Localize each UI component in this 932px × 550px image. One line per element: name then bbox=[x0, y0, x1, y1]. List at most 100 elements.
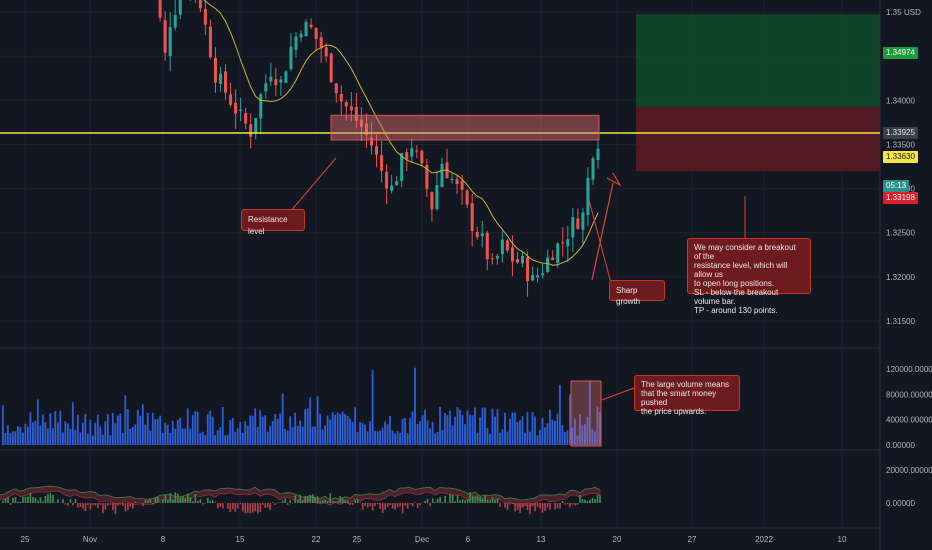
volume-bar bbox=[149, 430, 152, 445]
volume-bar bbox=[534, 416, 536, 445]
histogram-bar bbox=[489, 500, 491, 503]
histogram-bar bbox=[461, 499, 464, 503]
histogram-bar bbox=[169, 492, 172, 503]
volume-bar bbox=[334, 414, 337, 445]
date-tick-label: 27 bbox=[688, 535, 697, 544]
histogram-bar bbox=[269, 503, 272, 511]
histogram-bar bbox=[399, 503, 401, 507]
histogram-bar bbox=[511, 503, 514, 504]
histogram-bar bbox=[389, 503, 391, 505]
histogram-bar bbox=[37, 500, 39, 503]
histogram-bar bbox=[167, 499, 169, 503]
histogram-bar bbox=[132, 503, 134, 509]
histogram-bar bbox=[87, 503, 89, 506]
volume-bar bbox=[289, 416, 292, 445]
sharp-growth-note[interactable]: Sharp growth bbox=[609, 280, 665, 306]
volume-bar bbox=[499, 432, 501, 445]
volume-tick-label: 0.00000 bbox=[886, 441, 915, 450]
histogram-bar bbox=[406, 503, 409, 509]
histogram-bar bbox=[207, 497, 209, 503]
histogram-bar bbox=[152, 503, 154, 505]
candle-body bbox=[586, 177, 590, 216]
candle-body bbox=[450, 179, 454, 181]
volume-bar bbox=[444, 413, 446, 445]
candle-body bbox=[314, 27, 318, 39]
histogram-bar bbox=[596, 495, 599, 503]
histogram-bar bbox=[259, 503, 262, 513]
histogram-bar bbox=[49, 493, 52, 503]
volume-bar bbox=[226, 434, 229, 445]
volume-bar bbox=[361, 422, 364, 445]
indicator-pane bbox=[0, 485, 601, 515]
volume-bar bbox=[56, 422, 59, 445]
volume-bar bbox=[239, 421, 242, 445]
histogram-bar bbox=[177, 493, 179, 503]
volume-bar bbox=[546, 423, 549, 445]
date-tick-label: 15 bbox=[236, 535, 245, 544]
volume-bar bbox=[306, 408, 309, 445]
date-tick-label: 22 bbox=[312, 535, 321, 544]
histogram-bar bbox=[114, 503, 117, 515]
candle-body bbox=[339, 94, 343, 102]
histogram-bar bbox=[179, 497, 182, 503]
histogram-bar bbox=[471, 495, 474, 503]
volume-bar bbox=[536, 435, 539, 445]
histogram-bar bbox=[586, 500, 589, 503]
candle-body bbox=[566, 239, 570, 247]
resistance-level-note[interactable]: Resistance level bbox=[241, 209, 305, 236]
volume-bar bbox=[421, 415, 424, 445]
volume-bar bbox=[366, 431, 369, 445]
candle-body bbox=[576, 218, 580, 229]
histogram-bar bbox=[197, 501, 199, 503]
volume-bar bbox=[556, 413, 559, 445]
volume-bar bbox=[26, 426, 29, 445]
volume-tick-label: 40000.00000 bbox=[886, 416, 932, 425]
volume-note[interactable]: The large volume means that the smart mo… bbox=[634, 375, 740, 416]
date-tick-label: 25 bbox=[21, 535, 30, 544]
histogram-bar bbox=[92, 503, 94, 505]
histogram-bar bbox=[142, 503, 144, 507]
histogram-bar bbox=[409, 503, 411, 505]
volume-bar bbox=[474, 407, 476, 445]
volume-bar bbox=[349, 418, 352, 445]
price-tick-label: 1.31500 bbox=[886, 317, 915, 326]
volume-bar bbox=[359, 422, 362, 445]
volume-bar bbox=[244, 421, 247, 445]
volume-bar bbox=[434, 433, 436, 445]
histogram-bar bbox=[284, 498, 287, 503]
volume-bar bbox=[214, 434, 217, 445]
histogram-bar bbox=[184, 497, 187, 503]
histogram-bar bbox=[27, 496, 29, 503]
histogram-bar bbox=[599, 495, 601, 503]
stop-zone bbox=[636, 106, 880, 172]
volume-highlight-zone bbox=[570, 380, 602, 447]
trade-plan-note[interactable]: We may consider a breakout of the resist… bbox=[687, 238, 811, 315]
histogram-bar bbox=[499, 503, 501, 507]
histogram-bar bbox=[331, 500, 334, 503]
candle-body bbox=[239, 109, 243, 112]
volume-bar bbox=[439, 406, 441, 445]
histogram-bar bbox=[441, 501, 444, 503]
histogram-bar bbox=[69, 498, 72, 503]
indicator-tick-label: 20000.00000 bbox=[886, 466, 932, 475]
price-tick-label: 1.32000 bbox=[886, 273, 915, 282]
histogram-bar bbox=[444, 496, 446, 503]
volume-bar bbox=[514, 412, 516, 445]
volume-bar bbox=[454, 416, 456, 445]
histogram-bar bbox=[112, 503, 114, 510]
histogram-bar bbox=[249, 503, 252, 514]
volume-bar bbox=[96, 414, 99, 445]
date-tick-label: 6 bbox=[466, 535, 471, 544]
candle-body bbox=[359, 119, 363, 127]
histogram-bar bbox=[394, 503, 396, 510]
volume-bar bbox=[591, 429, 594, 445]
candle-body bbox=[198, 0, 202, 9]
candle-body bbox=[485, 232, 489, 260]
volume-bar bbox=[394, 433, 396, 445]
volume-bar bbox=[496, 409, 499, 445]
histogram-bar bbox=[291, 503, 294, 504]
volume-bar bbox=[299, 420, 302, 445]
histogram-bar bbox=[419, 503, 421, 506]
candle-body bbox=[203, 8, 207, 25]
volume-bar bbox=[569, 394, 571, 445]
